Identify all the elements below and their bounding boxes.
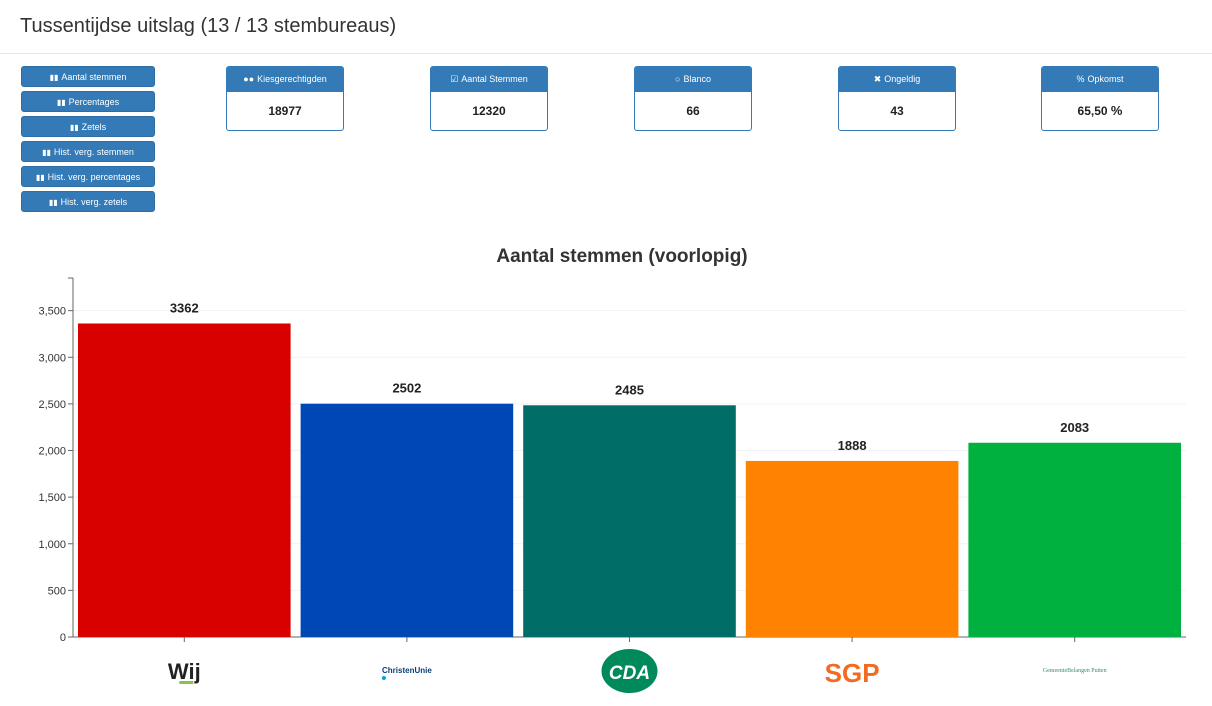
data-label: 3362 [170, 301, 199, 316]
vote-count-bar-chart: Aantal stemmen (voorlopig) 0 500 1,000 1,500… [38, 246, 1186, 693]
stat-label: Ongeldig [884, 74, 921, 84]
stat-header: ●● Kiesgerechtigden [227, 67, 343, 92]
chart-view-nav: ▮▮ Aantal stemmen ▮▮ Percentages ▮▮ Zetels … [21, 66, 155, 216]
data-label: 2502 [392, 381, 421, 396]
party-logo-cda: CDA [609, 663, 650, 684]
logo-disc [601, 649, 658, 693]
bar-gemeentebelangen-putten [968, 442, 1181, 637]
stat-unit: % [1110, 103, 1123, 118]
stat-header: % Opkomst [1042, 67, 1158, 92]
y-tick-label: 500 [48, 585, 66, 597]
y-tick-label: 1,000 [38, 539, 66, 551]
users-icon: ●● [243, 74, 255, 84]
bar-chart-icon: ▮▮ [48, 198, 58, 207]
nav-button-aantal-stemmen[interactable]: ▮▮ Aantal stemmen [21, 66, 155, 87]
stat-value: 66 [686, 104, 700, 118]
logo-dot [381, 676, 386, 680]
title-divider [0, 53, 1212, 54]
logo-underline [179, 681, 194, 684]
stat-header: ☑ Aantal Stemmen [431, 67, 547, 92]
nav-button-zetels[interactable]: ▮▮ Zetels [21, 116, 155, 137]
stat-label: Blanco [683, 74, 711, 84]
stat-value: 12320 [472, 104, 506, 118]
y-tick-label: 2,500 [38, 399, 66, 411]
percent-icon: % [1076, 74, 1085, 84]
data-label: 1888 [838, 438, 867, 453]
stat-label: Opkomst [1087, 74, 1124, 84]
bar-christenunie [300, 403, 514, 637]
page-title: Tussentijdse uitslag (13 / 13 stembureau… [20, 15, 397, 37]
stat-blanco: ○ Blanco 66 [634, 66, 752, 131]
y-tick-label: 3,000 [38, 352, 66, 364]
bar-chart-icon: ▮▮ [49, 73, 59, 82]
nav-label: Hist. verg. percentages [47, 172, 141, 182]
bar-chart-icon: ▮▮ [69, 123, 79, 132]
stat-header: ✖ Ongeldig [839, 67, 955, 92]
nav-button-hist-stemmen[interactable]: ▮▮ Hist. verg. stemmen [21, 141, 155, 162]
nav-label: Hist. verg. stemmen [53, 147, 134, 157]
stat-aantal-stemmen: ☑ Aantal Stemmen 12320 [430, 66, 548, 131]
bar-wij [78, 323, 291, 637]
stat-ongeldig: ✖ Ongeldig 43 [838, 66, 956, 131]
stat-label: Kiesgerechtigden [257, 74, 327, 84]
nav-label: Aantal stemmen [61, 72, 127, 82]
y-tick-label: 1,500 [38, 492, 66, 504]
nav-button-percentages[interactable]: ▮▮ Percentages [21, 91, 155, 112]
stat-value: 65,50 [1077, 104, 1108, 118]
close-icon: ✖ [873, 74, 882, 84]
check-square-icon: ☑ [450, 74, 459, 84]
data-label: 2083 [1060, 420, 1089, 435]
bar-chart-icon: ▮▮ [35, 173, 45, 182]
y-tick-label: 0 [60, 632, 66, 644]
nav-button-hist-zetels[interactable]: ▮▮ Hist. verg. zetels [21, 191, 155, 212]
party-logo-sgp: SGP [825, 658, 880, 688]
y-tick-label: 3,500 [38, 306, 66, 318]
bar-sgp [745, 460, 959, 637]
data-label: 2485 [615, 382, 644, 397]
stat-value: 43 [890, 104, 904, 118]
bar-cda [523, 405, 736, 637]
party-logo-wij: Wij [168, 659, 201, 684]
circle-icon: ○ [675, 74, 681, 84]
stat-header: ○ Blanco [635, 67, 751, 92]
nav-button-hist-percentages[interactable]: ▮▮ Hist. verg. percentages [21, 166, 155, 187]
party-logo-christenunie: ChristenUnie [382, 666, 432, 675]
nav-label: Percentages [68, 97, 120, 107]
bar-chart-icon: ▮▮ [42, 148, 51, 157]
stat-label: Aantal Stemmen [461, 74, 528, 84]
stat-value: 18977 [268, 104, 302, 118]
party-logo-gemeentebelangen: GemeenteBelangen Putten [1043, 668, 1107, 674]
nav-label: Zetels [81, 122, 107, 132]
chart-title: Aantal stemmen (voorlopig) [496, 246, 747, 267]
stat-opkomst: % Opkomst 65,50 % [1041, 66, 1159, 131]
y-tick-label: 2,000 [38, 446, 66, 458]
stat-value-opkomst: 65,50 % [1042, 92, 1158, 130]
nav-label: Hist. verg. zetels [60, 197, 128, 207]
bar-chart-icon: ▮▮ [56, 98, 66, 107]
stat-kiesgerechtigden: ●● Kiesgerechtigden 18977 [226, 66, 344, 131]
